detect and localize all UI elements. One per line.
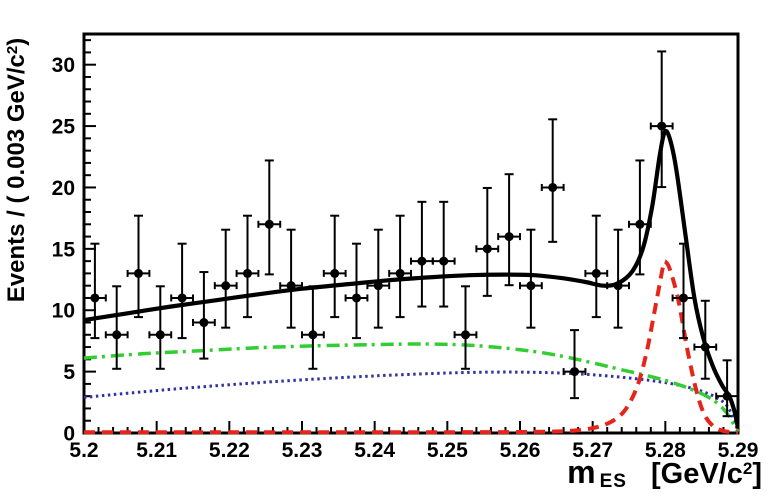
data-point-marker	[308, 330, 318, 340]
data-point-marker	[199, 318, 209, 328]
data-point-marker	[264, 219, 274, 229]
data-point-marker	[330, 268, 340, 278]
data-point-marker	[134, 268, 143, 278]
data-point	[519, 228, 543, 329]
data-point-marker	[548, 182, 558, 192]
data-point	[83, 242, 107, 340]
data-point	[562, 329, 587, 400]
y-tick-label: 5	[63, 361, 75, 384]
data-points	[83, 50, 739, 418]
data-point-marker	[613, 281, 623, 291]
x-tick-label: 5.28	[645, 439, 686, 462]
curve-background-dotted	[83, 370, 739, 433]
data-point	[453, 285, 478, 370]
data-point-marker	[700, 342, 710, 352]
x-tick-label: 5.23	[282, 439, 323, 462]
data-point	[693, 299, 718, 380]
data-point	[322, 214, 347, 319]
data-point	[366, 228, 391, 329]
data-point	[649, 50, 674, 189]
y-axis-title: Events / ( 0.003 GeV/c2)	[0, 0, 35, 340]
data-point	[540, 118, 565, 243]
data-point	[279, 228, 303, 329]
data-point	[213, 228, 238, 329]
data-point	[104, 285, 129, 370]
data-point-marker	[461, 330, 470, 340]
data-point-marker	[243, 268, 252, 278]
data-point	[671, 242, 696, 340]
x-tick-label: 5.25	[427, 439, 468, 462]
y-tick-label: 0	[63, 423, 75, 446]
y-tick-label: 30	[52, 54, 75, 77]
data-point-marker	[177, 293, 187, 303]
y-axis-title-text: Events / ( 0.003 GeV/c	[3, 54, 30, 303]
data-point-marker	[373, 281, 383, 291]
data-point	[715, 359, 739, 418]
data-point-marker	[90, 293, 100, 303]
data-point	[257, 159, 282, 276]
x-tick-label: 5.29	[718, 439, 759, 462]
data-point-marker	[570, 367, 579, 377]
data-point	[628, 159, 652, 276]
x-axis-unit-superscript: 2	[742, 459, 753, 478]
x-axis-unit: [GeV/c2]	[651, 458, 762, 490]
data-point	[475, 186, 500, 297]
data-point	[606, 228, 630, 329]
data-point-marker	[439, 256, 449, 266]
x-axis-symbol: m	[567, 454, 596, 490]
data-point-marker	[722, 391, 732, 401]
data-point-marker	[526, 281, 536, 291]
curve-signal-peak	[84, 259, 739, 435]
data-point-marker	[155, 330, 165, 340]
x-tick-label: 5.22	[209, 439, 250, 462]
data-point-marker	[417, 256, 427, 266]
data-point	[148, 285, 173, 370]
data-point	[344, 242, 369, 340]
x-axis-title: m ES [GeV/c2]	[440, 456, 762, 491]
data-point	[235, 214, 260, 319]
data-point	[410, 200, 434, 308]
y-axis-title-superscript: 2	[4, 45, 21, 55]
y-axis-title-close: )	[3, 37, 30, 46]
data-point-marker	[679, 293, 688, 303]
data-point	[301, 285, 325, 370]
x-tick-label: 5.24	[354, 439, 395, 462]
data-point	[192, 271, 216, 360]
x-tick-label: 5.27	[572, 439, 613, 462]
data-point	[431, 200, 456, 308]
curve-background-dashdot	[83, 342, 739, 433]
y-tick-label: 25	[52, 116, 76, 139]
data-point-marker	[482, 244, 492, 254]
x-tick-label: 5.26	[500, 439, 541, 462]
data-point	[388, 214, 412, 319]
x-axis-unit-open: [GeV/c	[650, 458, 743, 490]
data-point	[170, 242, 194, 340]
x-tick-label: 5.2	[69, 439, 98, 462]
data-point-marker	[352, 293, 361, 303]
data-point-marker	[504, 232, 514, 242]
data-point-marker	[221, 281, 231, 291]
data-point-marker	[112, 330, 122, 340]
x-axis-subscript: ES	[599, 471, 627, 492]
x-tick-label: 5.21	[136, 439, 177, 462]
y-tick-label: 20	[52, 177, 75, 200]
y-tick-label: 10	[52, 300, 75, 323]
data-point-marker	[286, 281, 296, 291]
y-tick-label: 15	[52, 238, 76, 261]
data-point-marker	[395, 268, 405, 278]
data-point-marker	[635, 219, 645, 229]
data-point-marker	[657, 121, 667, 131]
data-point	[497, 173, 521, 287]
data-point	[584, 214, 609, 319]
data-point	[126, 214, 151, 319]
x-axis-unit-close: ]	[752, 458, 762, 490]
axis-tick-labels: 5.2 5.21 5.22 5.23 5.24 5.25 5.26 5.27 5.28 5.29 0…	[52, 54, 759, 462]
data-point-marker	[591, 268, 601, 278]
